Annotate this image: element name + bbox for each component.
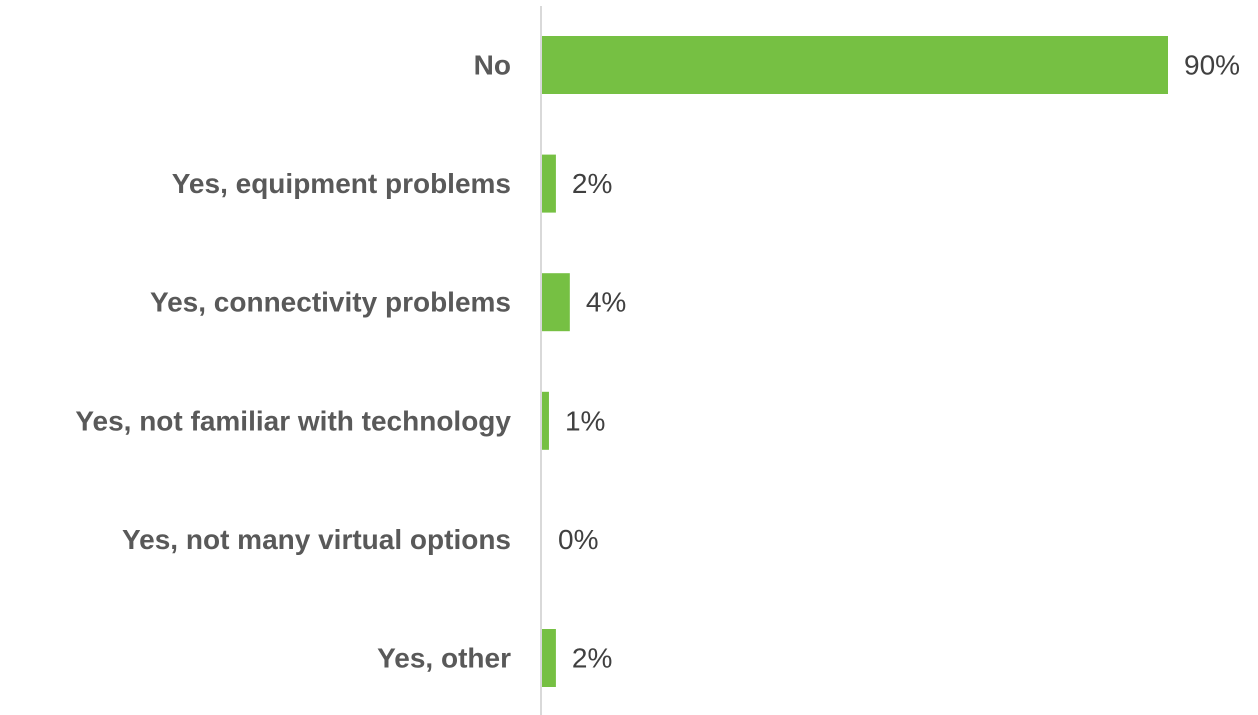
value-label-yes-connectivity-problems: 4% — [586, 287, 626, 318]
value-label-yes-not-familiar-with-technology: 1% — [565, 405, 605, 436]
category-label-yes-not-familiar-with-technology: Yes, not familiar with technology — [75, 405, 511, 436]
bar-no — [542, 36, 1168, 94]
category-label-yes-not-many-virtual-options: Yes, not many virtual options — [122, 524, 511, 555]
value-label-yes-not-many-virtual-options: 0% — [558, 524, 598, 555]
value-label-no: 90% — [1184, 50, 1240, 81]
category-label-yes-connectivity-problems: Yes, connectivity problems — [150, 287, 511, 318]
value-label-yes-equipment-problems: 2% — [572, 168, 612, 199]
category-label-yes-equipment-problems: Yes, equipment problems — [172, 168, 511, 199]
bar-yes-not-familiar-with-technology — [542, 391, 549, 450]
bar-yes-other — [542, 629, 556, 687]
category-label-yes-other: Yes, other — [377, 643, 511, 674]
bar-yes-equipment-problems — [542, 154, 556, 213]
value-label-yes-other: 2% — [572, 643, 612, 674]
bar-yes-connectivity-problems — [542, 273, 570, 332]
category-label-no: No — [474, 50, 511, 81]
